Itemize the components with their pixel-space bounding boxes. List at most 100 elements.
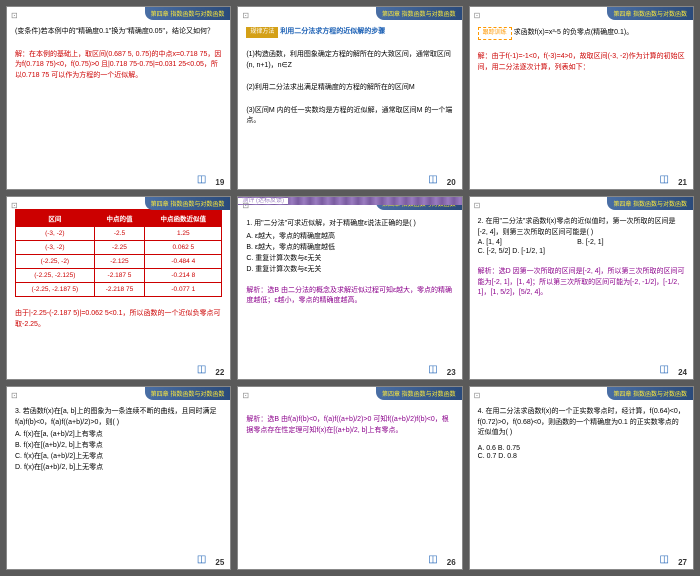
slide-logo-icon: ◫ <box>660 174 669 185</box>
corner-icon: ⊡ <box>11 201 18 210</box>
slide-number: 25 <box>215 558 224 567</box>
answer-text: 解析：选B 由f(a)f(b)<0，f(a)f((a+b)/2)>0 可知f((… <box>246 415 453 436</box>
slide-number: 19 <box>215 178 224 187</box>
wave-band: 测评 (达标反馈) <box>238 197 461 205</box>
table-cell: -2.187 5 <box>94 269 145 283</box>
slide-number: 22 <box>215 368 224 377</box>
table-cell: 0.062 5 <box>145 241 222 255</box>
table-cell: (-3, -2) <box>16 227 95 241</box>
tracking-problem: 求函数f(x)=x³-5 的负零点(精确度0.1)。 <box>514 29 634 36</box>
chapter-header: 第四章 指数函数与对数函数 <box>145 197 231 210</box>
corner-icon: ⊡ <box>474 11 481 20</box>
quiz-option: C. f(x)在[a, (a+b)/2]上无零点 <box>15 451 222 461</box>
table-row: (-3, -2)-2.250.062 5 <box>16 241 222 255</box>
chapter-header: 第四章 指数函数与对数函数 <box>376 7 462 20</box>
table-header: 中点的值 <box>94 210 145 227</box>
quiz-q: 4. 在用二分法求函数f(x)的一个正实数零点时，经计算，f(0.64)<0，f… <box>478 407 685 439</box>
slide-logo-icon: ◫ <box>660 554 669 565</box>
table-row: (-2.25, -2.125)-2.187 5-0.214 8 <box>16 269 222 283</box>
method-line: (2)利用二分法求出满足精确度的方程的解所在的区间M <box>246 83 453 94</box>
quiz-q: 1. 用"二分法"可求近似解，对于精确度ε说法正确的是( ) <box>246 219 453 230</box>
slide-number: 21 <box>678 178 687 187</box>
table-conclusion: 由于|-2.25-(-2.187 5)|=0.062 5<0.1，所以函数的一个… <box>15 309 222 330</box>
quiz-option: B. [-2, 1] <box>577 239 677 246</box>
quiz-option: C. [-2, 5/2] D. [-1/2, 1] <box>478 248 685 255</box>
quiz-option: A. f(x)在[a, (a+b)/2]上有零点 <box>15 429 222 439</box>
method-label: 规律方法 <box>246 27 278 38</box>
corner-icon: ⊡ <box>474 391 481 400</box>
table-cell: -2.218 75 <box>94 283 145 297</box>
quiz-option-row: A. 0.6 B. 0.75 <box>478 445 685 452</box>
slide-number: 26 <box>447 558 456 567</box>
method-line: (1)构造函数，利用图象确定方程的解所在的大致区间，通常取区间(n, n+1)，… <box>246 50 453 71</box>
slide-red-body: 解：在本例的基础上，取区间(0.687 5, 0.75)的中点x=0.718 7… <box>15 50 222 82</box>
table-cell: -0.077 1 <box>145 283 222 297</box>
corner-icon: ⊡ <box>242 391 249 400</box>
table-cell: -0.214 8 <box>145 269 222 283</box>
chapter-header: 第四章 指数函数与对数函数 <box>607 7 693 20</box>
slide-logo-icon: ◫ <box>428 174 437 185</box>
slide-number: 20 <box>447 178 456 187</box>
quiz-option: B. ε越大，零点的精确度越低 <box>246 242 453 252</box>
slide-logo-icon: ◫ <box>197 554 206 565</box>
slide-21: 第四章 指数函数与对数函数跟踪训练 求函数f(x)=x³-5 的负零点(精确度0… <box>469 6 694 190</box>
slide-20: 第四章 指数函数与对数函数规律方法 利用二分法求方程的近似解的步骤 (1)构造函数… <box>237 6 462 190</box>
table-cell: -2.125 <box>94 255 145 269</box>
slide-26: 第四章 指数函数与对数函数解析：选B 由f(a)f(b)<0，f(a)f((a+… <box>237 386 462 570</box>
chapter-header: 第四章 指数函数与对数函数 <box>607 197 693 210</box>
quiz-option: A. ε越大，零点的精确度越高 <box>246 231 453 241</box>
quiz-option-row: C. 0.7 D. 0.8 <box>478 453 685 460</box>
corner-icon: ⊡ <box>474 201 481 210</box>
table-cell: -0.484 4 <box>145 255 222 269</box>
slide-23: 第四章 指数函数与对数函数测评 (达标反馈)1. 用"二分法"可求近似解，对于精… <box>237 196 462 380</box>
slide-22: 第四章 指数函数与对数函数区间中点的值中点函数近似值(-3, -2)-2.51.… <box>6 196 231 380</box>
table-row: (-2.25, -2)-2.125-0.484 4 <box>16 255 222 269</box>
quiz-q: 2. 在用"二分法"求函数f(x)零点的近似值时，第一次所取的区间是[-2, 4… <box>478 217 685 238</box>
slide-number: 27 <box>678 558 687 567</box>
quiz-option: B. f(x)在[(a+b)/2, b]上有零点 <box>15 440 222 450</box>
quiz-q: 3. 若函数f(x)在[a, b]上的图象为一条连续不断的曲线，且同时满足f(a… <box>15 407 222 428</box>
chapter-header: 第四章 指数函数与对数函数 <box>145 387 231 400</box>
table-header: 区间 <box>16 210 95 227</box>
table-row: (-3, -2)-2.51.25 <box>16 227 222 241</box>
tracking-red: 解：由于f(-1)=-1<0，f(-3)=4>0，故取区间(-3, -2)作为计… <box>478 52 685 73</box>
table-cell: (-2.25, -2.187 5) <box>16 283 95 297</box>
slide-27: 第四章 指数函数与对数函数 4. 在用二分法求函数f(x)的一个正实数零点时，经计… <box>469 386 694 570</box>
slide-number: 23 <box>447 368 456 377</box>
slide-number: 24 <box>678 368 687 377</box>
table-cell: 1.25 <box>145 227 222 241</box>
corner-icon: ⊡ <box>11 11 18 20</box>
table-cell: (-2.25, -2) <box>16 255 95 269</box>
quiz-option: A. [1, 4] <box>478 239 578 246</box>
table-cell: -2.5 <box>94 227 145 241</box>
corner-icon: ⊡ <box>242 11 249 20</box>
slide-logo-icon: ◫ <box>428 364 437 375</box>
slide-logo-icon: ◫ <box>428 554 437 565</box>
quiz-option: C. 重复计算次数与ε无关 <box>246 253 453 263</box>
slide-24: 第四章 指数函数与对数函数 2. 在用"二分法"求函数f(x)零点的近似值时，第一… <box>469 196 694 380</box>
quiz-answer: 解析：选B 由二分法的概念及求解近似过程可知ε越大，零点的精确度越低；ε越小，零… <box>246 286 453 307</box>
tracking-label: 跟踪训练 <box>478 27 512 40</box>
chapter-header: 第四章 指数函数与对数函数 <box>145 7 231 20</box>
slide-25: 第四章 指数函数与对数函数 3. 若函数f(x)在[a, b]上的图象为一条连续不… <box>6 386 231 570</box>
slide-logo-icon: ◫ <box>660 364 669 375</box>
slide-body: (变条件)若本例中的"精确度0.1"换为"精确度0.05"，结论又如何？ <box>15 27 222 38</box>
slide-logo-icon: ◫ <box>197 174 206 185</box>
table-cell: (-2.25, -2.125) <box>16 269 95 283</box>
table-cell: -2.25 <box>94 241 145 255</box>
slide-19: 第四章 指数函数与对数函数 (变条件)若本例中的"精确度0.1"换为"精确度0.0… <box>6 6 231 190</box>
table-header: 中点函数近似值 <box>145 210 222 227</box>
chapter-header: 第四章 指数函数与对数函数 <box>376 387 462 400</box>
method-line: (3)区间M 内的任一实数均是方程的近似解，通常取区间M 的一个端点。 <box>246 106 453 127</box>
corner-icon: ⊡ <box>242 201 249 210</box>
chapter-header: 第四章 指数函数与对数函数 <box>607 387 693 400</box>
method-title: 利用二分法求方程的近似解的步骤 <box>280 28 385 35</box>
corner-icon: ⊡ <box>11 391 18 400</box>
quiz-option: D. 重复计算次数与ε无关 <box>246 264 453 274</box>
quiz-option: D. f(x)在[(a+b)/2, b]上无零点 <box>15 462 222 472</box>
table-row: (-2.25, -2.187 5)-2.218 75-0.077 1 <box>16 283 222 297</box>
data-table: 区间中点的值中点函数近似值(-3, -2)-2.51.25(-3, -2)-2.… <box>15 209 222 297</box>
quiz-answer: 解析：选D 因第一次所取的区间是[-2, 4]，所以第三次所取的区间可能为[-2… <box>478 267 685 299</box>
slide-logo-icon: ◫ <box>197 364 206 375</box>
table-cell: (-3, -2) <box>16 241 95 255</box>
